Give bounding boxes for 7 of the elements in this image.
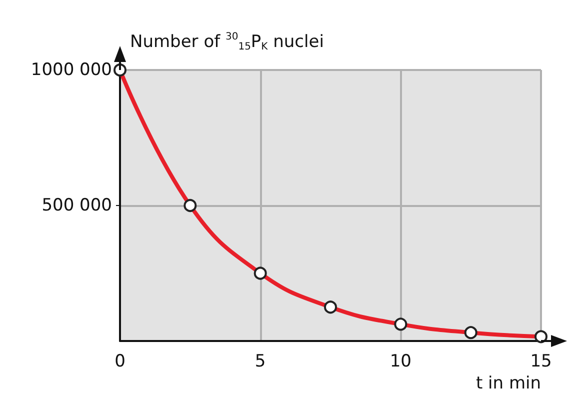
y-tick-label: 1000 000 bbox=[30, 60, 112, 80]
x-tick-label: 10 bbox=[390, 352, 412, 372]
x-axis-title: t in min bbox=[476, 374, 541, 394]
y-tick-label: 500 000 bbox=[42, 196, 112, 216]
x-tick-label: 15 bbox=[530, 352, 552, 372]
x-tick-label: 5 bbox=[254, 352, 266, 372]
x-tick-label: 0 bbox=[114, 352, 126, 372]
